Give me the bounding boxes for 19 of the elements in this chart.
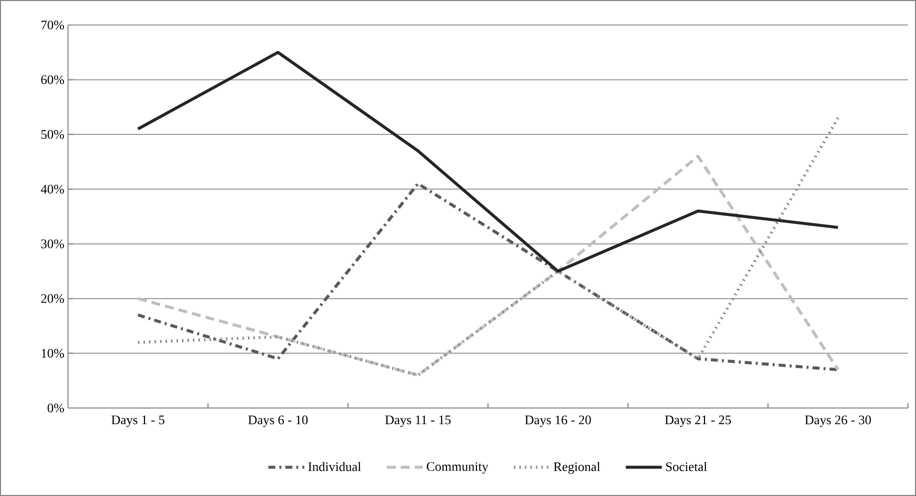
x-tick-label: Days 21 - 25 [664,416,731,427]
x-tick-label: Days 6 - 10 [248,416,308,427]
legend-label: Societal [666,462,707,472]
legend-label: Individual [308,462,362,472]
x-tick-label: Days 11 - 15 [385,416,451,427]
y-tick-label: 30% [41,239,64,248]
x-tick-label: Days 26 - 30 [804,416,871,427]
legend-label: Regional [554,462,600,474]
x-tick-label: Days 16 - 20 [524,416,591,427]
y-tick-label: 70% [42,20,64,30]
y-tick-label: 40% [40,184,64,194]
x-tick-label: Days 1 - 5 [111,416,164,427]
legend-label: Community [426,462,488,474]
line-series [136,50,840,273]
y-tick-label: 0% [48,404,64,412]
y-tick-label: 10% [42,348,64,358]
y-tick-label: 60% [41,75,64,84]
y-tick-label: 50% [41,130,64,139]
y-tick-label: 20% [41,294,64,303]
